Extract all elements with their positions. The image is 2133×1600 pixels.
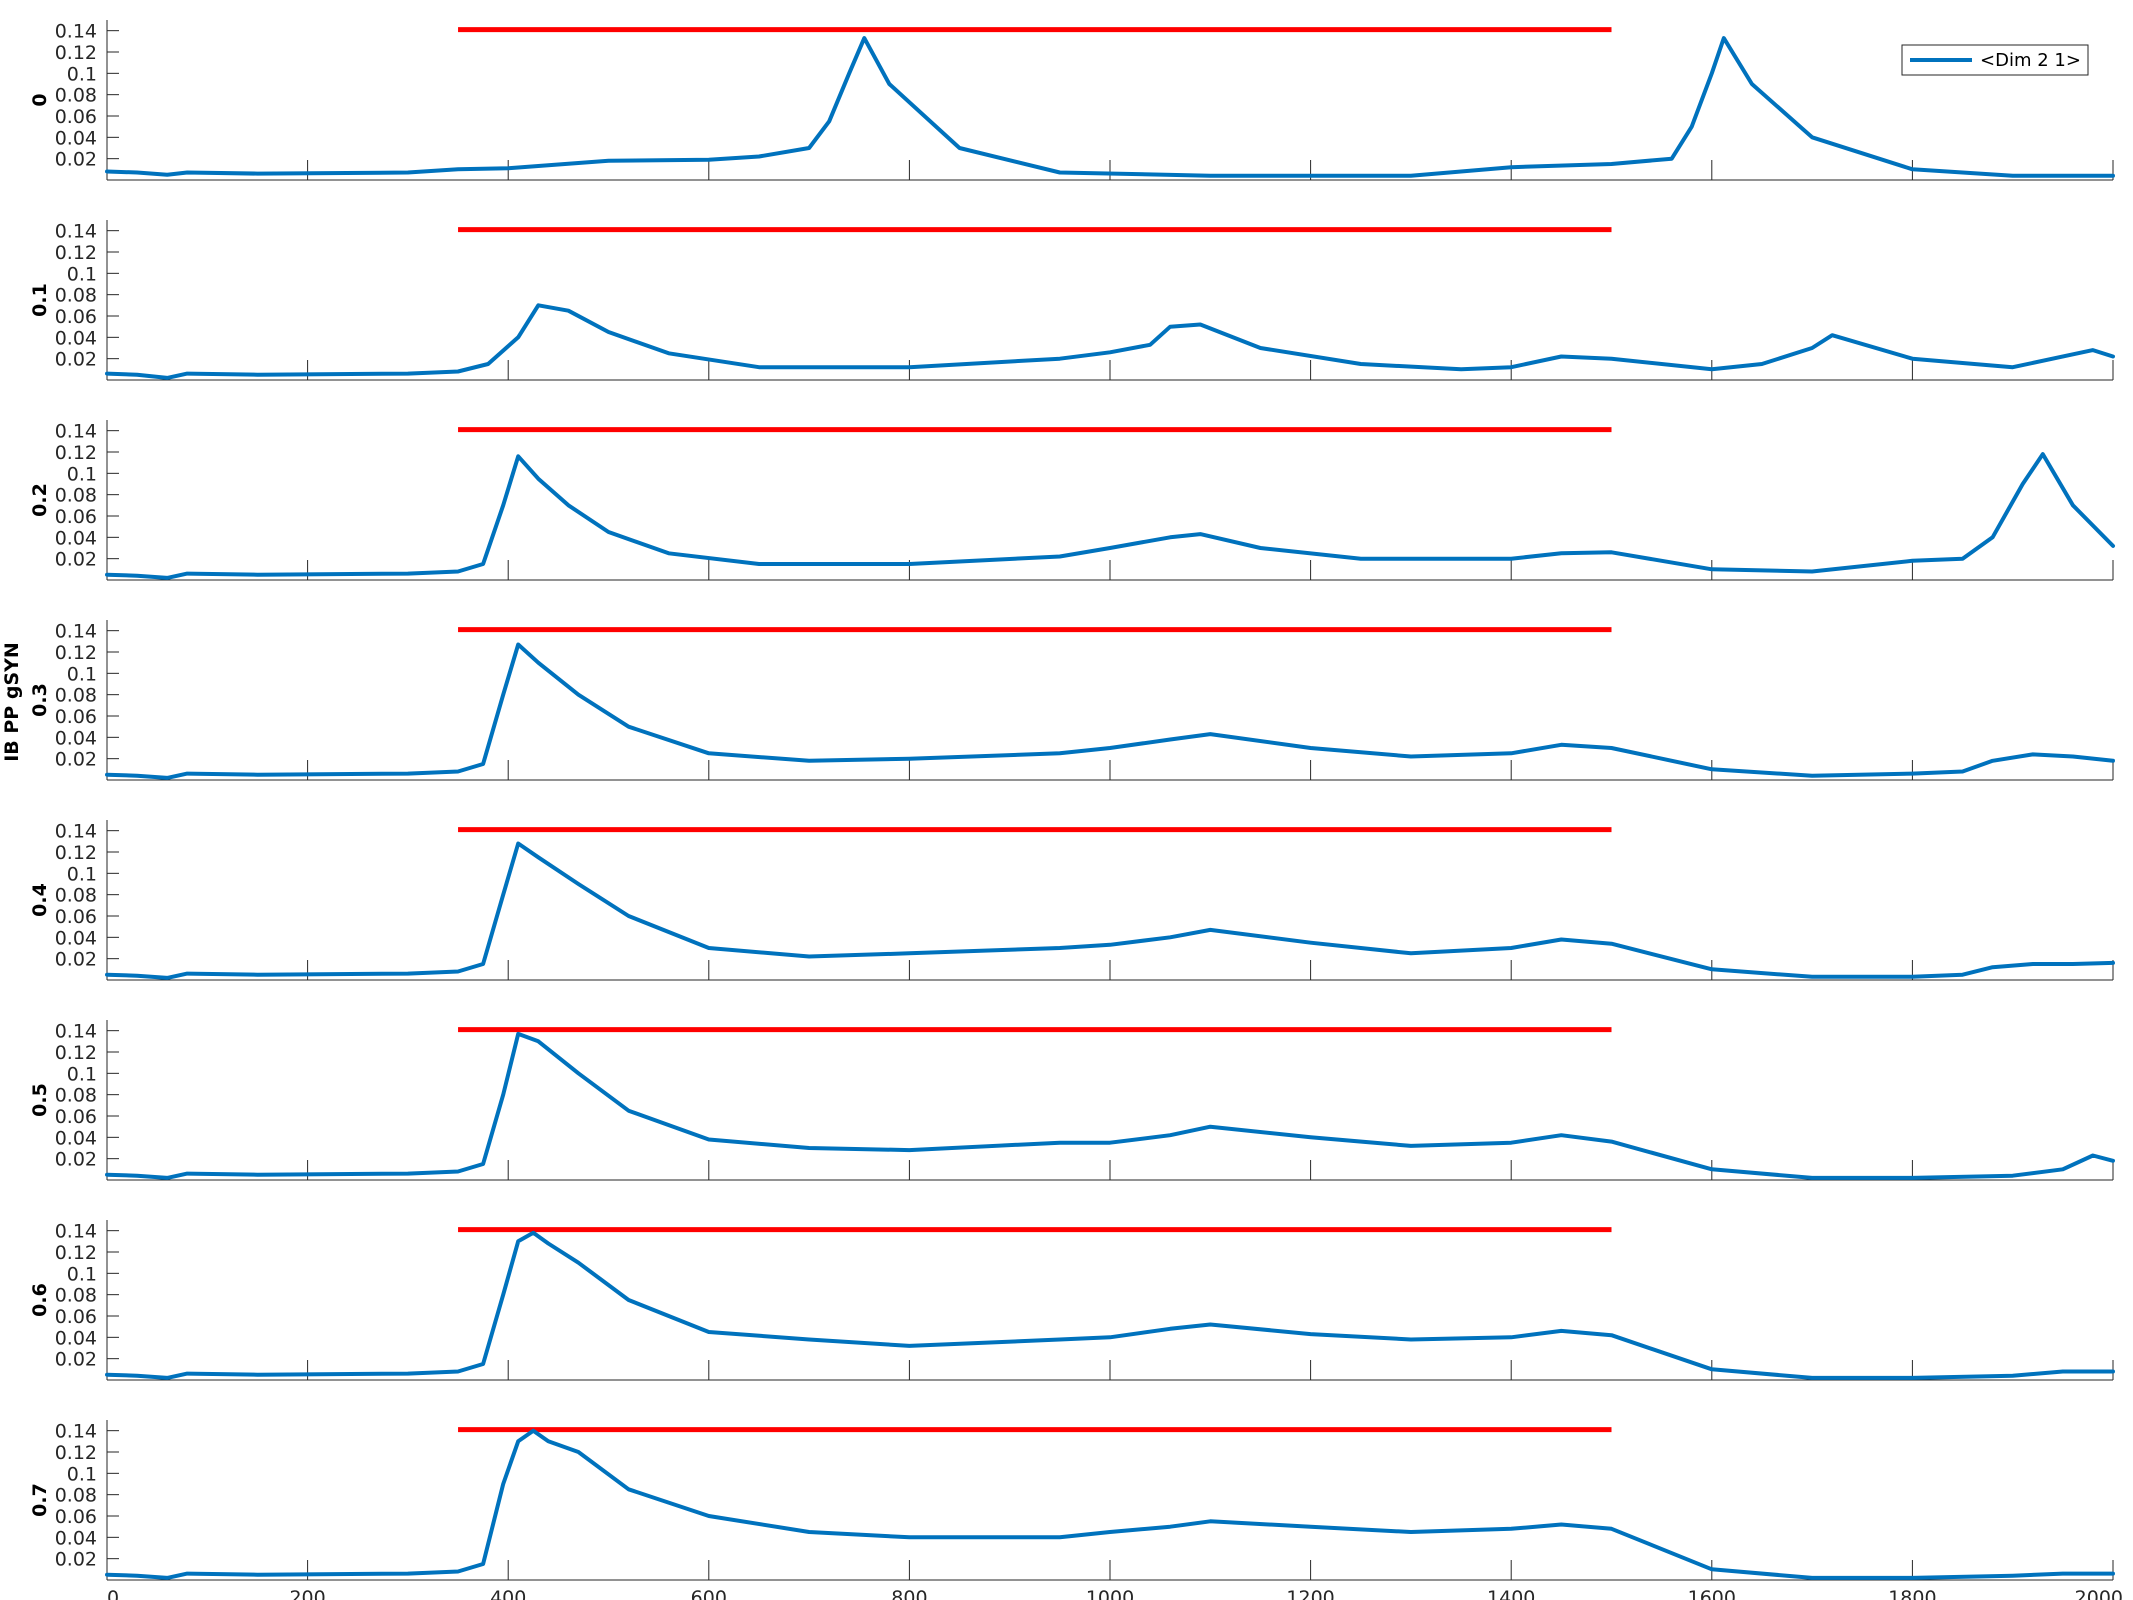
y-tick-label: 0.14 (55, 221, 97, 243)
y-tick-label: 0.08 (55, 85, 97, 107)
subplot-0-4: 0.020.040.060.080.10.120.14 0.4 (29, 820, 2115, 981)
y-tick-label: 0.14 (55, 1021, 97, 1043)
y-tick-label: 0.08 (55, 685, 97, 707)
y-tick-label: 0.12 (55, 42, 97, 64)
y-tick-label: 0.04 (55, 327, 97, 349)
y-tick-label: 0.14 (55, 21, 97, 43)
panel-label: 0.5 (29, 1083, 51, 1117)
subplot-0-3: 0.020.040.060.080.10.120.14 0.3 (29, 620, 2115, 781)
series-line (105, 1230, 2115, 1380)
x-tick-label: 2000 (2075, 1587, 2123, 1600)
series-line (105, 1428, 2115, 1580)
y-tick-label: 0.08 (55, 1285, 97, 1307)
series-line (105, 841, 2115, 980)
legend-entry-label: <Dim 2 1> (1980, 50, 2081, 71)
y-tick-label: 0.08 (55, 1085, 97, 1107)
y-tick-label: 0.1 (67, 1463, 97, 1485)
y-tick-label: 0.04 (55, 1527, 97, 1549)
legend: <Dim 2 1> (1901, 44, 2089, 76)
x-tick-label: 600 (691, 1587, 727, 1600)
y-tick-label: 0.06 (55, 1506, 97, 1528)
panel-label: 0.2 (29, 483, 51, 517)
x-tick-label: 1800 (1888, 1587, 1936, 1600)
y-tick-label: 0.14 (55, 621, 97, 643)
y-tick-label: 0.04 (55, 1327, 97, 1349)
y-tick-label: 0.1 (67, 1063, 97, 1085)
panel-label: 0 (29, 93, 51, 106)
x-tick-label: 0 (107, 1587, 119, 1600)
subplot-stack: 0.020.040.060.080.10.120.1400.020.040.06… (29, 20, 2123, 1600)
y-tick-label: 0.14 (55, 1221, 97, 1243)
subplot-0: 0.020.040.060.080.10.120.14 0 (29, 20, 2115, 181)
y-tick-label: 0.1 (67, 63, 97, 85)
y-tick-label: 0.04 (55, 127, 97, 149)
y-tick-label: 0.1 (67, 263, 97, 285)
y-tick-label: 0.06 (55, 706, 97, 728)
panel-label: 0.6 (29, 1283, 51, 1317)
y-tick-label: 0.08 (55, 885, 97, 907)
y-tick-label: 0.14 (55, 421, 97, 443)
y-tick-label: 0.04 (55, 927, 97, 949)
y-tick-label: 0.02 (55, 349, 97, 371)
y-tick-label: 0.02 (55, 549, 97, 571)
panel-label: 0.1 (29, 283, 51, 317)
y-tick-label: 0.06 (55, 106, 97, 128)
series-line (105, 642, 2115, 780)
subplot-0-5: 0.020.040.060.080.10.120.14 0.5 (29, 1020, 2115, 1181)
y-tick-label: 0.04 (55, 1127, 97, 1149)
y-tick-label: 0.06 (55, 506, 97, 528)
y-tick-label: 0.12 (55, 442, 97, 464)
x-tick-label: 1600 (1688, 1587, 1736, 1600)
y-tick-label: 0.12 (55, 1042, 97, 1064)
y-tick-label: 0.06 (55, 1306, 97, 1328)
y-tick-label: 0.1 (67, 463, 97, 485)
y-tick-label: 0.08 (55, 1485, 97, 1507)
y-tick-label: 0.08 (55, 285, 97, 307)
y-tick-label: 0.1 (67, 663, 97, 685)
y-tick-label: 0.06 (55, 906, 97, 928)
series-line (105, 1031, 2115, 1180)
y-tick-label: 0.02 (55, 1349, 97, 1371)
y-tick-label: 0.1 (67, 1263, 97, 1285)
subplot-0-2: 0.020.040.060.080.10.120.14 0.2 (29, 420, 2115, 581)
y-tick-label: 0.12 (55, 642, 97, 664)
y-tick-label: 0.02 (55, 1549, 97, 1571)
y-tick-label: 0.04 (55, 527, 97, 549)
y-tick-label: 0.12 (55, 1442, 97, 1464)
y-tick-label: 0.12 (55, 242, 97, 264)
subplot-0-1: 0.020.040.060.080.10.120.14 0.1 (29, 220, 2115, 381)
subplot-0-7: 0.020.040.060.080.10.120.14 0 200 400 600 800… (29, 1420, 2123, 1600)
y-tick-label: 0.02 (55, 1149, 97, 1171)
subplot-0-6: 0.020.040.060.080.10.120.14 0.6 (29, 1220, 2115, 1381)
figure-y-axis-label: IB PP gSYN (1, 642, 23, 762)
y-tick-label: 0.02 (55, 149, 97, 171)
y-tick-label: 0.1 (67, 863, 97, 885)
x-tick-label: 1400 (1487, 1587, 1535, 1600)
y-tick-label: 0.12 (55, 1242, 97, 1264)
y-tick-label: 0.02 (55, 949, 97, 971)
y-tick-label: 0.14 (55, 1421, 97, 1443)
y-tick-label: 0.04 (55, 727, 97, 749)
y-tick-label: 0.06 (55, 306, 97, 328)
x-tick-label: 200 (289, 1587, 325, 1600)
panel-label: 0.7 (29, 1483, 51, 1517)
x-tick-label: 1200 (1286, 1587, 1334, 1600)
y-tick-label: 0.08 (55, 485, 97, 507)
x-tick-label: 400 (490, 1587, 526, 1600)
y-tick-label: 0.12 (55, 842, 97, 864)
panel-label: 0.4 (29, 883, 51, 917)
x-tick-label: 800 (891, 1587, 927, 1600)
y-tick-label: 0.14 (55, 821, 97, 843)
series-line (105, 36, 2115, 178)
series-line (105, 303, 2115, 380)
panel-label: 0.3 (29, 683, 51, 717)
x-tick-label: 1000 (1086, 1587, 1134, 1600)
series-line (105, 452, 2115, 580)
y-tick-label: 0.02 (55, 749, 97, 771)
y-tick-label: 0.06 (55, 1106, 97, 1128)
